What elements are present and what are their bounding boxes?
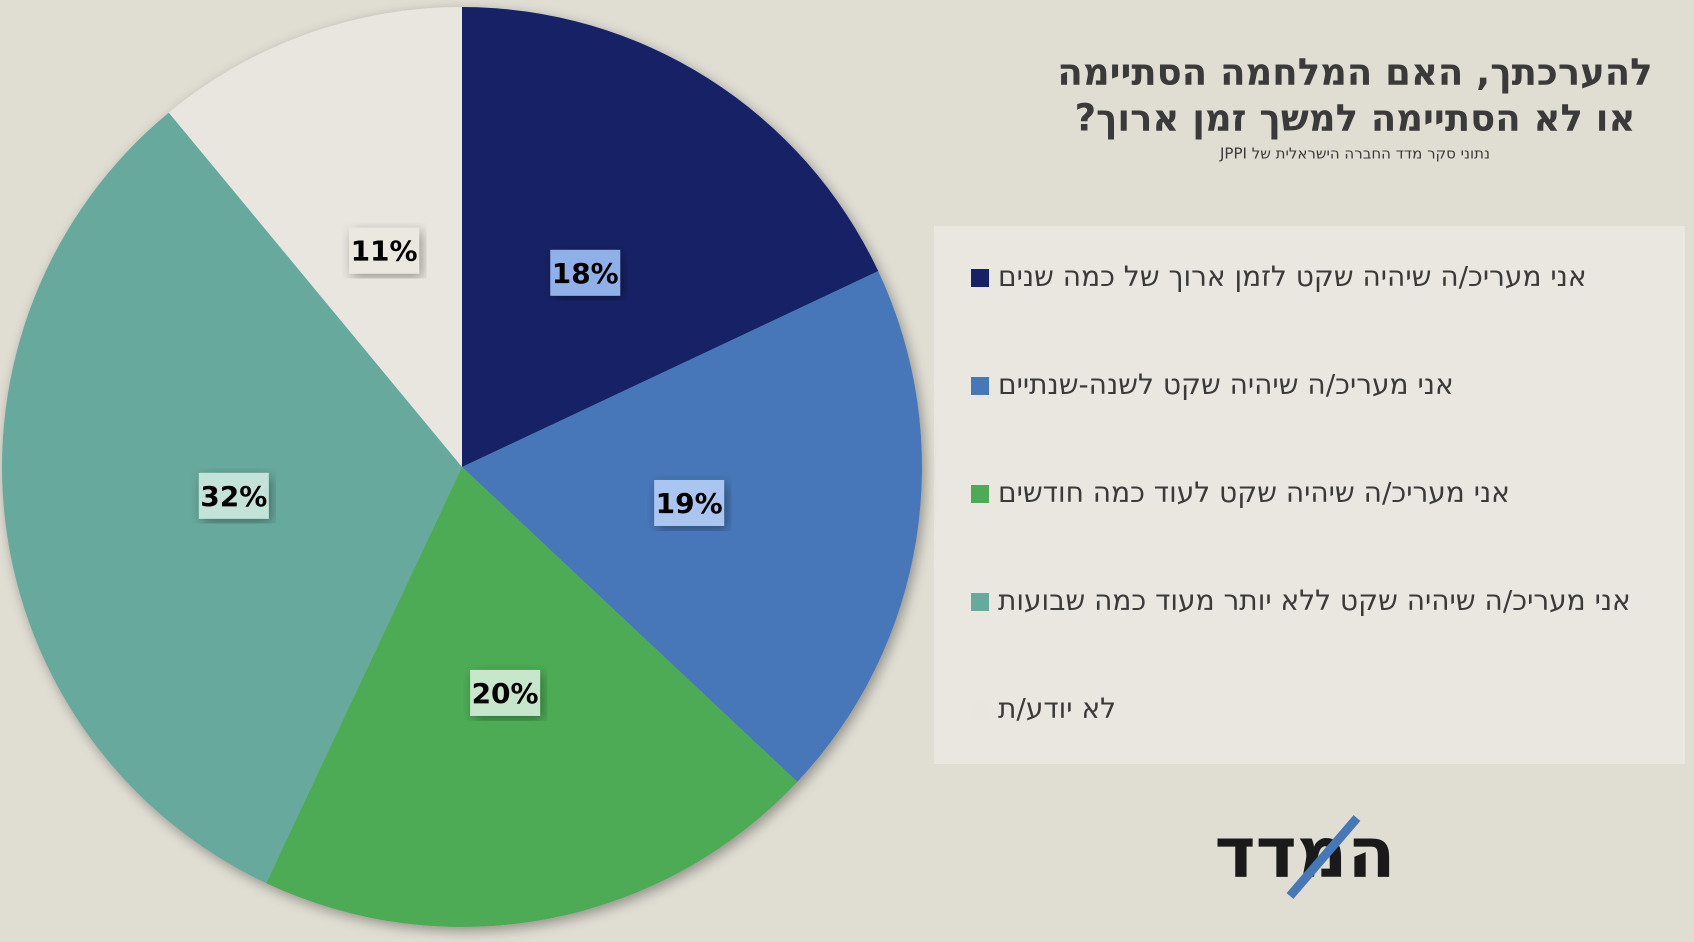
data-label-box bbox=[198, 472, 269, 519]
chart-title: או לא הסתיימה למשך זמן ארוך? bbox=[1075, 97, 1636, 140]
data-label: 18% bbox=[552, 257, 619, 290]
legend-marker bbox=[971, 269, 989, 287]
data-label-box bbox=[550, 249, 621, 296]
pie-slice bbox=[462, 271, 922, 782]
logo: המדד bbox=[1214, 812, 1396, 899]
legend-box bbox=[934, 226, 1685, 764]
chart-title: להערכתך, האם המלחמה הסתיימה bbox=[1057, 51, 1652, 94]
pie-slice bbox=[168, 7, 462, 467]
data-label: 11% bbox=[351, 235, 418, 268]
legend-label: אני מעריכ/ה שיהיה שקט ללא יותר מעוד כמה … bbox=[998, 584, 1631, 617]
legend-marker bbox=[971, 485, 989, 503]
data-label: 19% bbox=[656, 487, 723, 520]
data-label: 32% bbox=[200, 480, 267, 513]
legend-label: אני מעריכ/ה שיהיה שקט לזמן ארוך של כמה ש… bbox=[998, 260, 1587, 293]
pie-slice bbox=[462, 7, 879, 467]
data-label: 20% bbox=[472, 677, 539, 710]
legend-label: לא יודע/ת bbox=[998, 692, 1116, 725]
chart-subtitle: נתוני סקר מדד החברה הישראלית של JPPI bbox=[1219, 145, 1490, 163]
legend-marker bbox=[971, 701, 989, 719]
logo-stroke bbox=[1286, 815, 1361, 899]
legend-marker bbox=[971, 377, 989, 395]
data-label-box bbox=[349, 227, 420, 274]
legend-marker bbox=[971, 593, 989, 611]
legend-label: אני מעריכ/ה שיהיה שקט לעוד כמה חודשים bbox=[998, 476, 1510, 509]
data-label-box bbox=[654, 479, 725, 526]
legend-label: אני מעריכ/ה שיהיה שקט לשנה-שנתיים bbox=[998, 368, 1454, 401]
data-label-box bbox=[470, 669, 541, 716]
pie bbox=[1, 7, 922, 927]
